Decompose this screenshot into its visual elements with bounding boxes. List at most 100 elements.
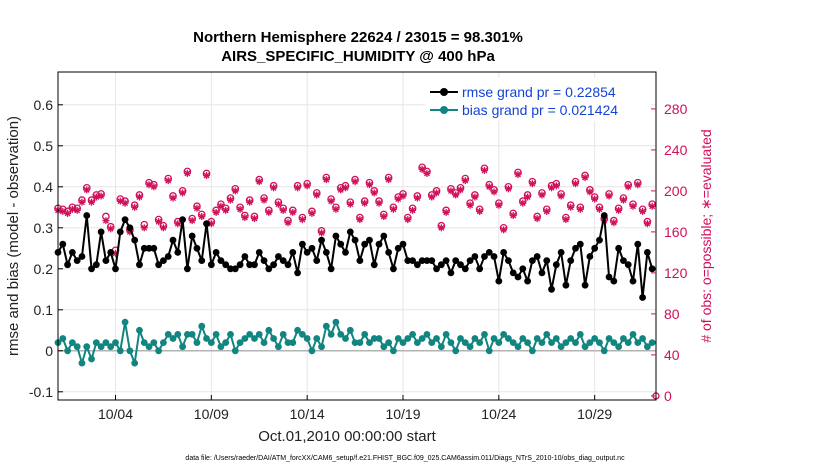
asterisk-stroke (634, 181, 641, 188)
rmse-point (241, 253, 249, 260)
rmse-point (212, 249, 220, 256)
asterisk-stroke (505, 185, 512, 192)
obs-evaluated-point (418, 165, 426, 173)
rmse-point (222, 261, 230, 269)
rmse-point (476, 265, 484, 273)
bias-point (375, 335, 383, 342)
bias-point (404, 335, 412, 342)
obs-evaluated-point (83, 186, 91, 194)
rmse-point (471, 253, 479, 260)
obs-evaluated-point (270, 184, 278, 192)
obs-evaluated-point (102, 217, 110, 225)
asterisk-stroke (625, 183, 632, 190)
rmse-point (97, 228, 105, 236)
y-right-tick-label: 120 (664, 265, 688, 281)
asterisk-stroke (639, 208, 646, 215)
obs-evaluated-point (217, 202, 225, 210)
obs-evaluated-point (447, 187, 455, 195)
asterisk-stroke (342, 184, 349, 191)
bias-point (399, 339, 407, 346)
rmse-point (203, 220, 210, 228)
bias-point (509, 339, 517, 346)
x-tick-label: 10/29 (577, 406, 612, 422)
asterisk-stroke (165, 177, 172, 184)
obs-evaluated-point (274, 200, 282, 208)
obs-evaluated-point (313, 191, 321, 199)
asterisk-stroke (471, 194, 478, 201)
bias-point (615, 343, 623, 351)
bias-point (183, 331, 191, 338)
bias-point (394, 335, 402, 342)
asterisk-stroke (395, 196, 402, 203)
asterisk-stroke (227, 197, 234, 204)
asterisk-stroke (136, 194, 143, 201)
footer-data-file: data file: /Users/raeder/DAI/ATM_forcXX/… (185, 455, 625, 462)
rmse-point (586, 253, 594, 260)
rmse-point (327, 265, 335, 273)
rmse-point (538, 269, 546, 277)
obs-evaluated-point (519, 199, 527, 207)
obs-evaluated-point (265, 208, 273, 216)
asterisk-stroke (318, 229, 325, 236)
bias-point (447, 339, 455, 346)
rmse-point (533, 253, 541, 260)
obs-evaluated-point (140, 224, 148, 232)
rmse-point (461, 265, 469, 273)
bias-point (418, 335, 426, 342)
bias-point (169, 335, 177, 342)
bias-point (390, 347, 397, 355)
asterisk-stroke (534, 215, 541, 222)
bias-point (533, 335, 541, 342)
bias-point (337, 331, 345, 338)
y-axis-label-right: # of obs: o=possible; ∗=evaluated (698, 129, 714, 342)
asterisk-stroke (241, 214, 248, 221)
rmse-point (361, 240, 369, 248)
bias-point (500, 331, 508, 338)
rmse-point (356, 257, 364, 264)
asterisk-stroke (553, 182, 560, 189)
bias-point (236, 339, 244, 346)
rmse-point (552, 261, 560, 269)
obs-evaluated-point (500, 226, 508, 234)
asterisk-stroke (529, 180, 536, 187)
x-tick-label: 10/09 (194, 406, 229, 422)
asterisk-stroke (356, 216, 363, 223)
bias-point (457, 335, 464, 342)
asterisk-stroke (98, 193, 105, 199)
asterisk-stroke (304, 182, 311, 189)
chart-subtitle: AIRS_SPECIFIC_HUMIDITY @ 400 hPa (221, 48, 495, 65)
x-tick-label: 10/04 (98, 406, 133, 422)
bias-point (528, 347, 536, 355)
rmse-point (145, 244, 153, 252)
bias-point (313, 335, 321, 342)
obs-evaluated-point (279, 206, 287, 214)
bias-point (495, 339, 503, 346)
asterisk-stroke (299, 216, 306, 223)
rmse-point (236, 261, 244, 269)
series-layer (54, 163, 660, 400)
rmse-point (452, 257, 460, 264)
rmse-point (557, 249, 565, 256)
rmse-point (279, 257, 287, 264)
obs-evaluated-point (409, 206, 417, 214)
bias-point (188, 331, 196, 338)
asterisk-stroke (313, 192, 320, 198)
rmse-point (581, 281, 589, 289)
asterisk-stroke (88, 199, 95, 206)
rmse-point (399, 240, 407, 248)
bias-point (193, 339, 201, 346)
rmse-point (265, 265, 273, 273)
bias-point (543, 331, 551, 338)
obs-evaluated-point (188, 217, 196, 225)
obs-evaluated-point (509, 212, 517, 219)
asterisk-stroke (596, 206, 603, 213)
obs-evaluated-point (572, 180, 579, 188)
asterisk-stroke (361, 200, 368, 207)
rmse-point (207, 261, 215, 269)
rmse-point (308, 244, 316, 252)
legend-box (425, 78, 651, 121)
rmse-point (620, 257, 627, 264)
rmse-point (629, 277, 637, 285)
asterisk-stroke (270, 184, 277, 191)
rmse-point (188, 232, 196, 240)
